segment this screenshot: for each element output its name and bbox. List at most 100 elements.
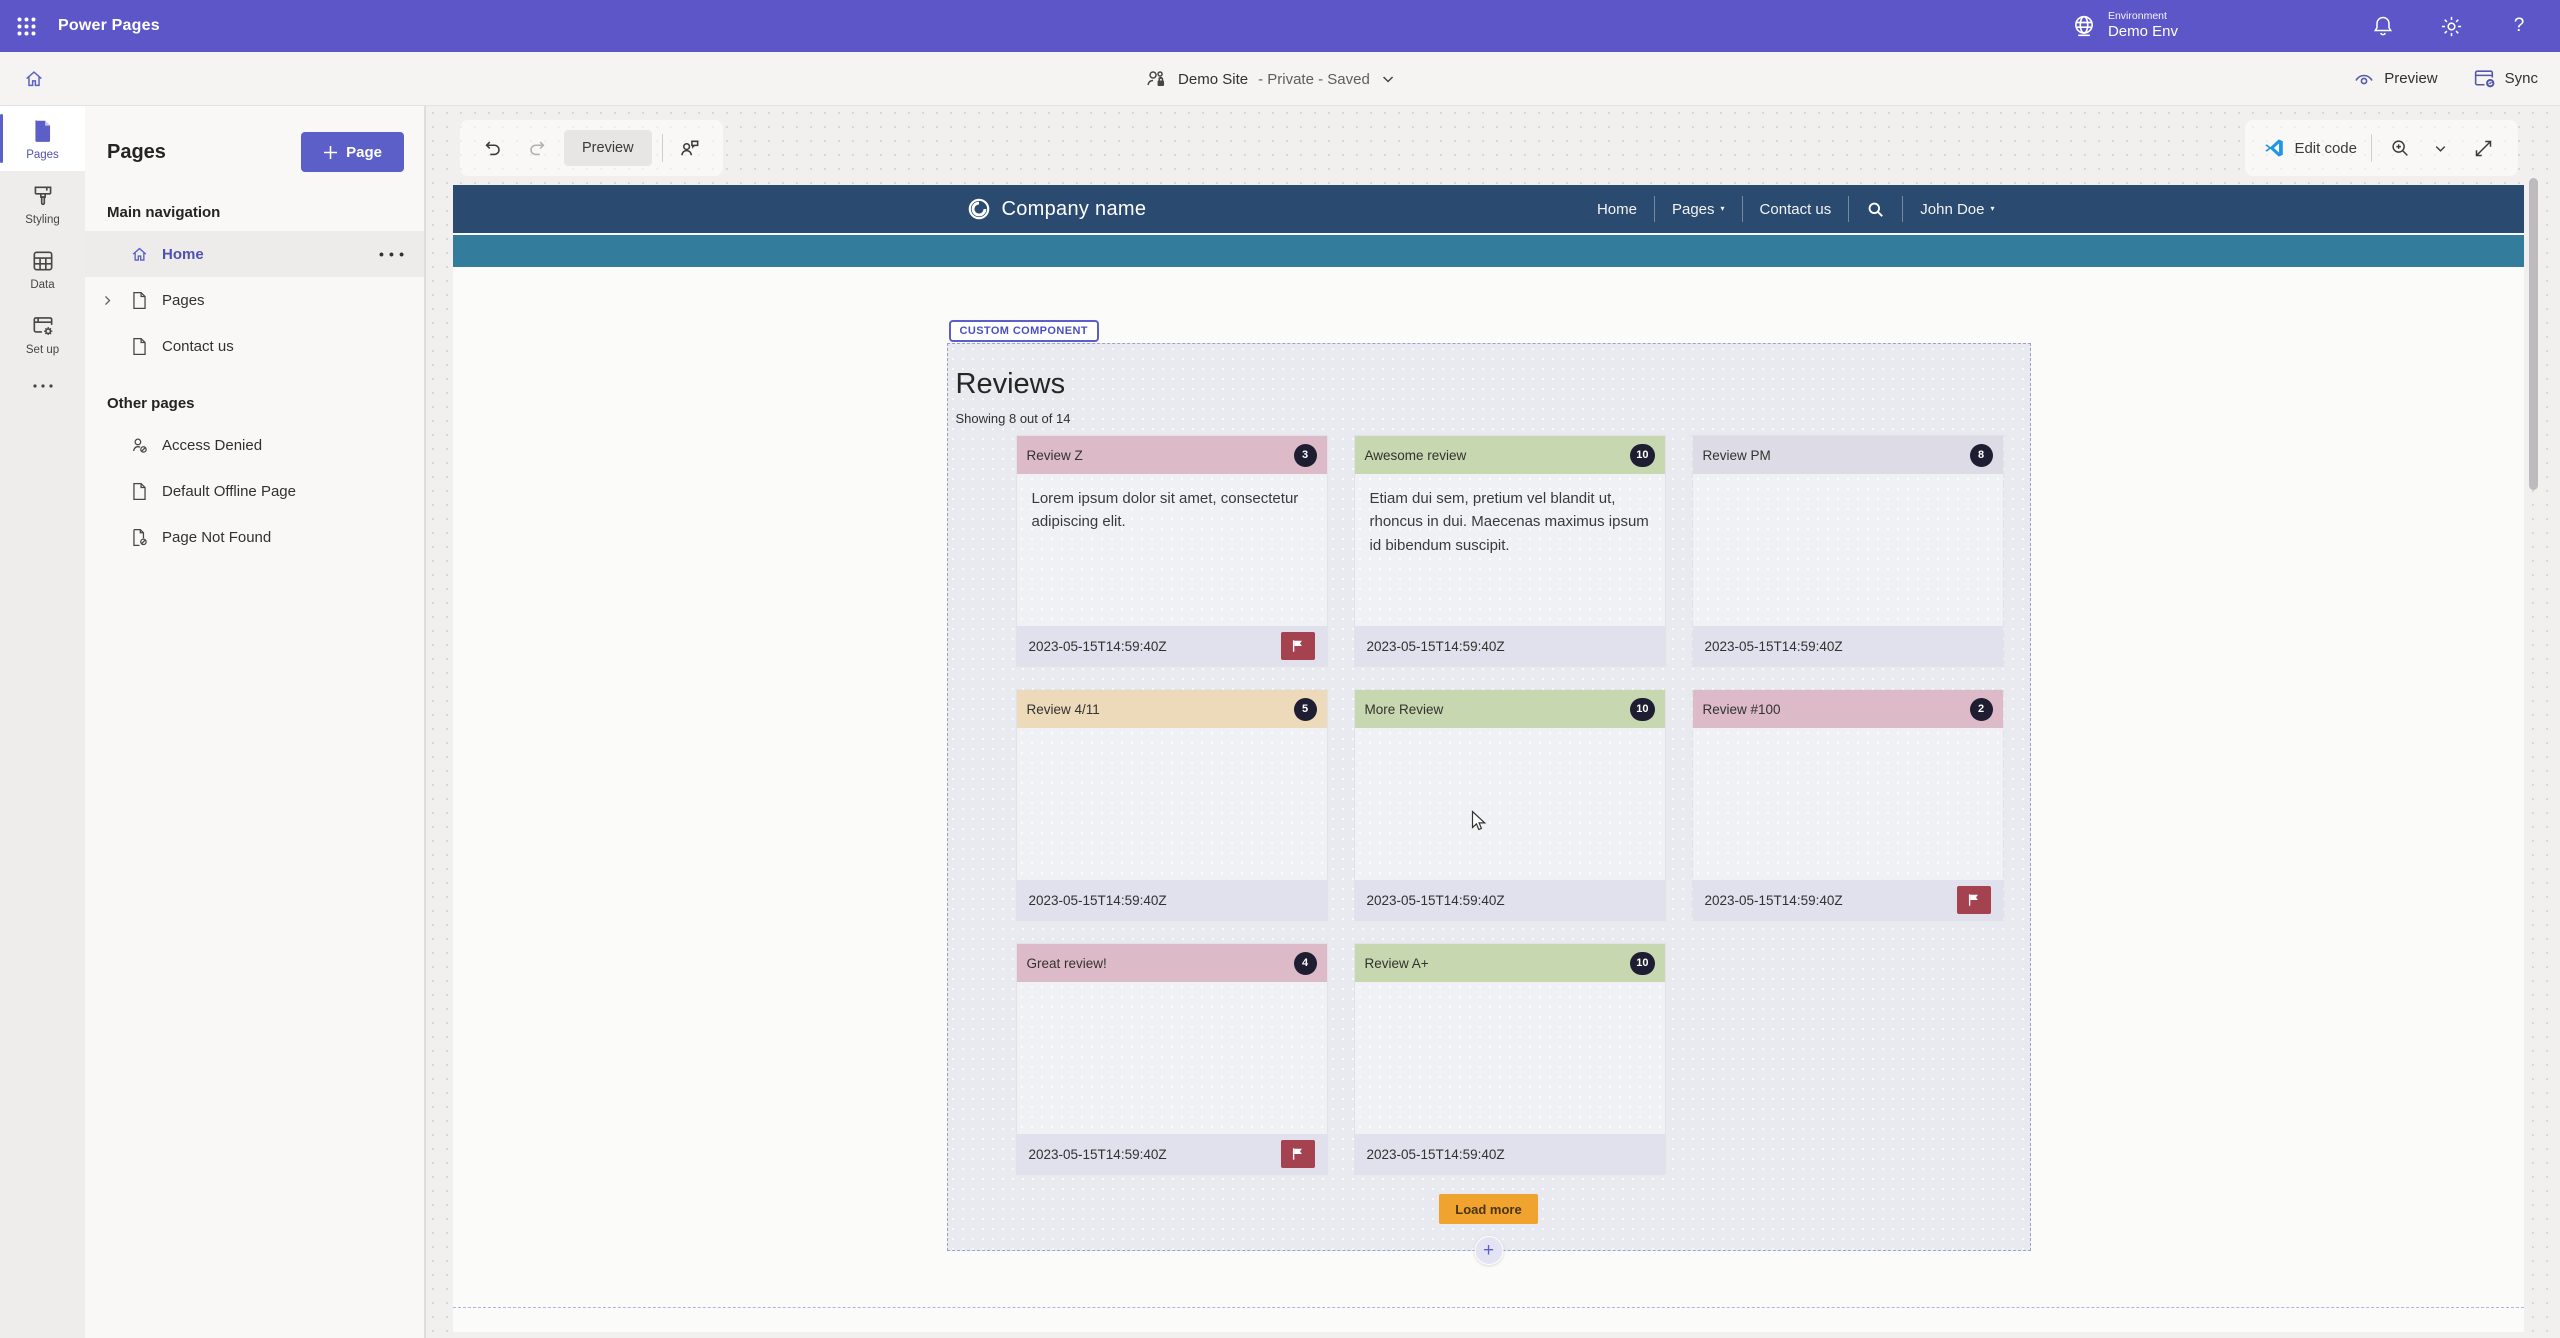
site-brand[interactable]: Company name: [966, 196, 1147, 222]
review-timestamp: 2023-05-15T14:59:40Z: [1366, 1146, 1505, 1162]
site-navbar: Company name Home Pages ▾ Contact us: [453, 185, 2524, 233]
rail-item-pages[interactable]: Pages: [0, 106, 85, 171]
flag-icon: [1292, 1148, 1302, 1160]
review-score-badge: 3: [1293, 443, 1317, 467]
main-navigation-heading: Main navigation: [107, 204, 221, 221]
page-icon: [129, 291, 149, 310]
zoom-chevron-down-icon[interactable]: [2428, 131, 2452, 165]
site-breadcrumb[interactable]: Demo Site - Private - Saved: [1144, 52, 1396, 106]
review-card-title: Review PM: [1702, 447, 1771, 463]
page-icon: [129, 482, 149, 501]
rail-item-styling[interactable]: Styling: [0, 171, 85, 236]
review-timestamp: 2023-05-15T14:59:40Z: [1028, 638, 1167, 654]
zoom-icon[interactable]: [2386, 131, 2414, 165]
edit-code-button[interactable]: Edit code: [2263, 137, 2357, 159]
site-nav-home[interactable]: Home: [1580, 196, 1654, 222]
chevron-down-icon[interactable]: [1380, 71, 1396, 87]
site-status: - Private - Saved: [1258, 70, 1370, 88]
canvas-preview-button[interactable]: Preview: [564, 130, 652, 166]
caret-down-icon: ▾: [1990, 204, 1995, 213]
add-page-button[interactable]: Page: [301, 132, 404, 172]
review-timestamp: 2023-05-15T14:59:40Z: [1704, 892, 1843, 908]
site-nav-pages[interactable]: Pages ▾: [1653, 196, 1742, 222]
settings-gear-icon[interactable]: [2438, 13, 2464, 39]
redo-icon[interactable]: [520, 131, 554, 165]
review-card[interactable]: Great review! 4 2023-05-15T14:59:40Z: [1016, 944, 1327, 1174]
custom-component-badge: CUSTOM COMPONENT: [948, 320, 1099, 342]
review-card[interactable]: Review #100 2 2023-05-15T14:59:40Z: [1692, 690, 2003, 920]
review-timestamp: 2023-05-15T14:59:40Z: [1704, 638, 1843, 654]
page-more-actions-icon[interactable]: • • •: [378, 246, 406, 262]
review-card-body: [1016, 728, 1327, 880]
site-search-icon[interactable]: [1848, 196, 1902, 222]
left-rail: Pages Styling Data: [0, 106, 85, 1338]
sidebar-item-access-denied[interactable]: Access Denied: [85, 422, 424, 468]
site-nav-contact-us[interactable]: Contact us: [1741, 196, 1849, 222]
flag-button[interactable]: [1956, 886, 1991, 914]
sidebar-item-page-not-found[interactable]: Page Not Found: [85, 514, 424, 560]
review-card-body: [1354, 728, 1665, 880]
review-card[interactable]: Review Z 3 Lorem ipsum dolor sit amet, c…: [1016, 436, 1327, 666]
site-nav-user[interactable]: John Doe ▾: [1902, 196, 2011, 222]
mouse-cursor: [1471, 810, 1488, 832]
review-card-body: Lorem ipsum dolor sit amet, consectetur …: [1016, 474, 1327, 626]
load-more-button[interactable]: Load more: [1439, 1194, 1538, 1224]
preview-site-label: Preview: [2384, 70, 2438, 87]
review-card-title: Review 4/11: [1026, 701, 1100, 717]
waffle-menu-icon[interactable]: [0, 0, 52, 52]
environment-picker[interactable]: Environment Demo Env: [2070, 10, 2178, 42]
site-brand-name: Company name: [1001, 197, 1147, 220]
review-card-title: Review #100: [1702, 701, 1781, 717]
site-command-bar: Demo Site - Private - Saved Preview: [0, 52, 2560, 106]
add-page-label: Page: [346, 143, 382, 161]
rail-label-pages: Pages: [26, 149, 59, 161]
review-card[interactable]: Review A+ 10 2023-05-15T14:59:40Z: [1354, 944, 1665, 1174]
sidebar-item-default-offline[interactable]: Default Offline Page: [85, 468, 424, 514]
site-nav-user-label: John Doe: [1920, 200, 1985, 218]
notifications-bell-icon[interactable]: [2370, 13, 2396, 39]
help-icon[interactable]: ?: [2513, 15, 2525, 36]
review-card[interactable]: More Review 10 2023-05-15T14:59:40Z: [1354, 690, 1665, 920]
chevron-right-icon[interactable]: [99, 294, 115, 307]
preview-site-button[interactable]: Preview: [2352, 67, 2438, 91]
sidebar-item-page-not-found-label: Page Not Found: [162, 528, 272, 546]
hero-band: [453, 235, 2524, 267]
rail-label-data: Data: [30, 279, 55, 291]
sidebar-item-home[interactable]: Home • • •: [85, 231, 424, 277]
review-score-badge: 2: [1969, 697, 1993, 721]
review-card[interactable]: Review PM 8 2023-05-15T14:59:40Z: [1692, 436, 2003, 666]
flag-button[interactable]: [1280, 1140, 1315, 1168]
sidebar-item-pages[interactable]: Pages: [85, 277, 424, 323]
rail-more-icon[interactable]: [0, 382, 85, 390]
sidebar-item-contact-us[interactable]: Contact us: [85, 323, 424, 369]
plus-icon: [324, 145, 338, 159]
add-section-button[interactable]: +: [1474, 1236, 1503, 1265]
site-name: Demo Site: [1178, 70, 1249, 88]
review-timestamp: 2023-05-15T14:59:40Z: [1366, 638, 1505, 654]
review-card-body: Etiam dui sem, pretium vel blandit ut, r…: [1354, 474, 1665, 626]
rail-item-data[interactable]: Data: [0, 236, 85, 301]
page-blocked-icon: [129, 528, 149, 547]
comments-icon[interactable]: [673, 131, 707, 165]
people-private-icon: [1144, 67, 1168, 91]
flag-icon: [1968, 894, 1978, 906]
undo-icon[interactable]: [476, 131, 510, 165]
site-nav-contact-label: Contact us: [1759, 200, 1832, 218]
flag-button[interactable]: [1280, 632, 1315, 660]
fullscreen-expand-icon[interactable]: [2466, 131, 2500, 165]
review-card[interactable]: Awesome review 10 Etiam dui sem, pretium…: [1354, 436, 1665, 666]
reviews-custom-component[interactable]: CUSTOM COMPONENT Reviews Showing 8 out o…: [946, 320, 2031, 1265]
sync-button[interactable]: Sync: [2472, 66, 2538, 91]
review-card[interactable]: Review 4/11 5 2023-05-15T14:59:40Z: [1016, 690, 1327, 920]
rail-item-setup[interactable]: Set up: [0, 301, 85, 366]
reviews-title: Reviews: [955, 368, 1066, 400]
review-card-body: [1692, 728, 2003, 880]
site-nav-home-label: Home: [1596, 200, 1637, 218]
review-score-badge: 10: [1630, 697, 1655, 721]
pages-panel-title: Pages: [107, 140, 166, 163]
preview-eye-icon: [2352, 67, 2376, 91]
site-nav-pages-label: Pages: [1671, 200, 1715, 218]
canvas-scrollbar[interactable]: [2529, 178, 2538, 490]
studio-home-icon[interactable]: [16, 61, 52, 97]
review-card-title: Great review!: [1026, 955, 1107, 971]
